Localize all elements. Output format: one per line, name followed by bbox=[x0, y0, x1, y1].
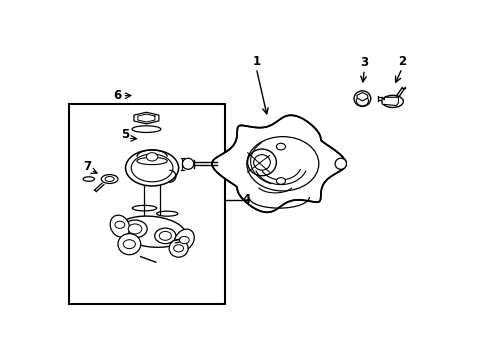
Circle shape bbox=[173, 245, 183, 252]
Polygon shape bbox=[211, 115, 346, 212]
Ellipse shape bbox=[83, 177, 94, 181]
Ellipse shape bbox=[105, 176, 114, 181]
Text: 1: 1 bbox=[252, 55, 260, 68]
Circle shape bbox=[154, 228, 176, 244]
Circle shape bbox=[122, 220, 147, 238]
Ellipse shape bbox=[356, 96, 368, 106]
Circle shape bbox=[276, 177, 285, 184]
Ellipse shape bbox=[118, 234, 141, 255]
Bar bbox=[69, 104, 224, 304]
Text: 6: 6 bbox=[113, 89, 121, 102]
Ellipse shape bbox=[156, 211, 178, 216]
Ellipse shape bbox=[169, 239, 188, 257]
Ellipse shape bbox=[132, 205, 156, 211]
Ellipse shape bbox=[101, 175, 118, 184]
Ellipse shape bbox=[253, 155, 270, 170]
Ellipse shape bbox=[182, 158, 193, 169]
Ellipse shape bbox=[246, 136, 318, 191]
Circle shape bbox=[128, 224, 142, 234]
Ellipse shape bbox=[247, 149, 276, 176]
Text: 4: 4 bbox=[242, 193, 250, 206]
Text: 2: 2 bbox=[397, 55, 406, 68]
Ellipse shape bbox=[110, 215, 129, 237]
Ellipse shape bbox=[174, 229, 194, 251]
Ellipse shape bbox=[353, 91, 370, 107]
Text: 7: 7 bbox=[82, 160, 91, 173]
Polygon shape bbox=[381, 97, 398, 105]
Circle shape bbox=[115, 221, 124, 228]
Polygon shape bbox=[356, 93, 367, 101]
Text: 5: 5 bbox=[121, 128, 129, 141]
Circle shape bbox=[276, 143, 285, 150]
Circle shape bbox=[123, 240, 135, 249]
Polygon shape bbox=[134, 112, 159, 124]
Ellipse shape bbox=[132, 126, 161, 132]
Circle shape bbox=[159, 231, 171, 240]
Text: 3: 3 bbox=[360, 56, 367, 69]
Circle shape bbox=[146, 153, 158, 161]
Ellipse shape bbox=[334, 158, 346, 169]
Ellipse shape bbox=[137, 157, 167, 165]
Ellipse shape bbox=[381, 95, 403, 108]
Ellipse shape bbox=[118, 216, 185, 247]
Ellipse shape bbox=[125, 150, 178, 186]
Circle shape bbox=[179, 237, 189, 244]
Ellipse shape bbox=[131, 154, 173, 182]
